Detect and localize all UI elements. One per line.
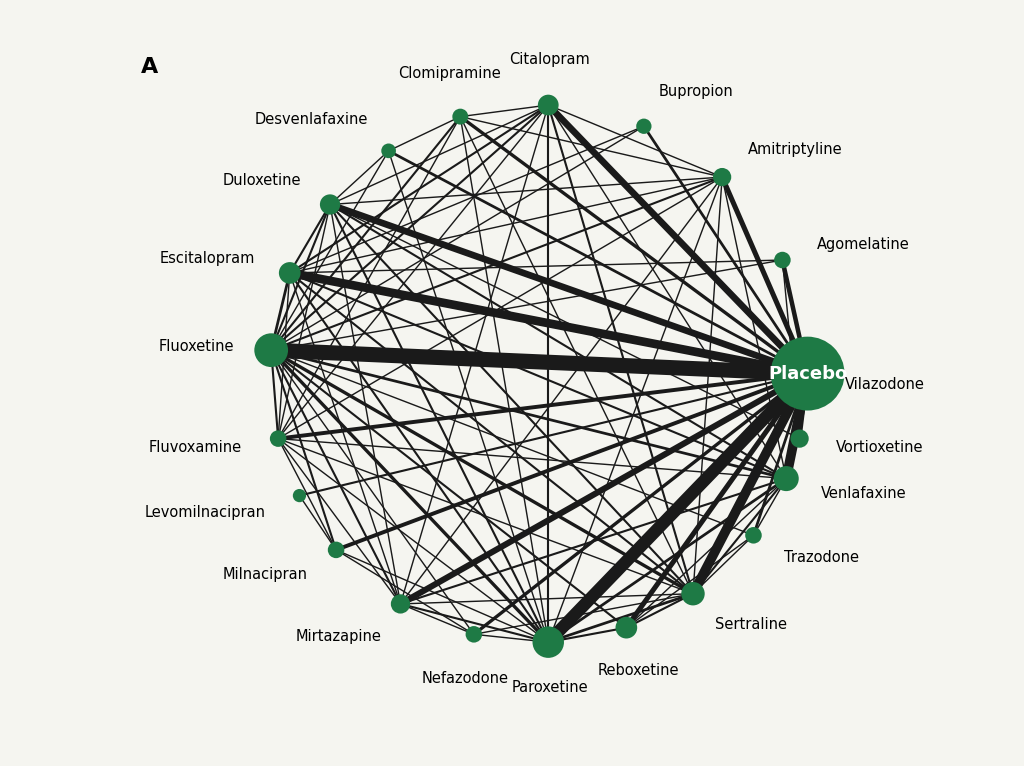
Text: A: A: [141, 57, 159, 77]
Point: [685, 588, 701, 600]
Text: Vilazodone: Vilazodone: [845, 377, 925, 391]
Text: Reboxetine: Reboxetine: [598, 663, 679, 678]
Point: [778, 473, 795, 485]
Text: Trazodone: Trazodone: [783, 551, 858, 565]
Text: Escitalopram: Escitalopram: [160, 251, 255, 267]
Text: Fluoxetine: Fluoxetine: [159, 339, 233, 355]
Point: [800, 368, 816, 380]
Text: Agomelatine: Agomelatine: [816, 237, 909, 252]
Text: Amitriptyline: Amitriptyline: [748, 142, 843, 157]
Point: [466, 628, 482, 640]
Text: Placebo: Placebo: [768, 365, 847, 382]
Point: [453, 110, 469, 123]
Point: [291, 489, 307, 502]
Point: [270, 433, 287, 445]
Point: [714, 171, 730, 183]
Point: [282, 267, 298, 279]
Text: Clomipramine: Clomipramine: [398, 66, 501, 80]
Text: Venlafaxine: Venlafaxine: [821, 486, 906, 501]
Text: Mirtazapine: Mirtazapine: [295, 629, 381, 643]
Point: [618, 621, 635, 633]
Point: [774, 254, 791, 266]
Text: Sertraline: Sertraline: [715, 617, 786, 632]
Point: [381, 145, 397, 157]
Text: Nefazodone: Nefazodone: [421, 671, 508, 686]
Text: Levomilnacipran: Levomilnacipran: [145, 505, 266, 520]
Point: [745, 529, 762, 542]
Point: [540, 636, 556, 648]
Text: Milnacipran: Milnacipran: [222, 567, 307, 582]
Point: [263, 344, 280, 356]
Point: [328, 544, 344, 556]
Text: Vortioxetine: Vortioxetine: [837, 440, 924, 455]
Text: Citalopram: Citalopram: [509, 52, 590, 67]
Point: [540, 99, 556, 111]
Text: Desvenlafaxine: Desvenlafaxine: [254, 112, 368, 127]
Point: [792, 433, 808, 445]
Text: Fluvoxamine: Fluvoxamine: [148, 440, 242, 455]
Text: Paroxetine: Paroxetine: [511, 679, 588, 695]
Point: [392, 597, 409, 610]
Point: [636, 120, 652, 133]
Text: Duloxetine: Duloxetine: [222, 173, 301, 188]
Text: Bupropion: Bupropion: [658, 84, 733, 99]
Point: [322, 198, 338, 211]
Point: [799, 377, 815, 389]
